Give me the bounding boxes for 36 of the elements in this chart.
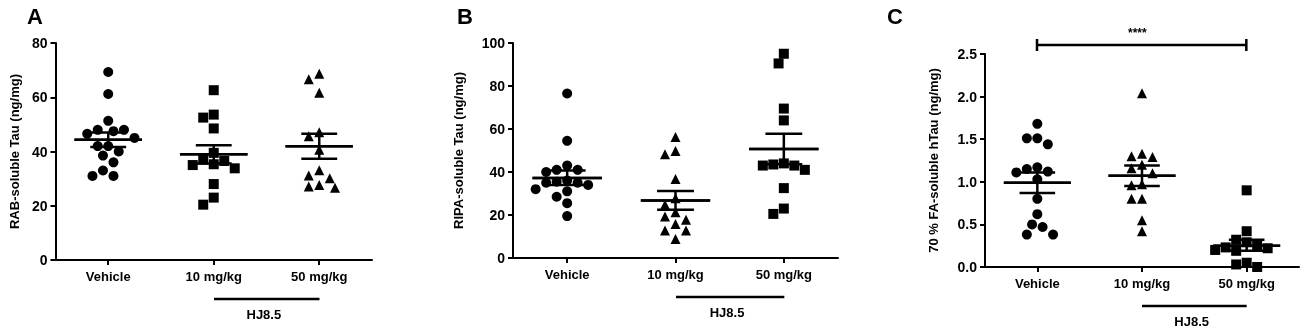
x-tick-label: 10 mg/kg [647,267,704,282]
chart-title: C [887,3,903,29]
y-axis-title: 70 % FA-soluble hTau (ng/mg) [926,68,941,253]
x-tick-label: 10 mg/kg [185,269,242,284]
x-tick-label: Vehicle [85,269,131,284]
y-tick-label: 40 [31,143,48,160]
y-tick-label: 1.5 [957,131,978,148]
chart-title: B [457,3,473,29]
chart-title: A [27,3,43,29]
y-tick-label: 80 [489,78,506,94]
y-axis-title: RAB-soluble Tau (ng/mg) [7,73,22,230]
y-tick-label: 2.5 [957,46,978,62]
y-tick-label: 60 [31,89,48,106]
y-tick-label: 1.0 [957,173,978,190]
text: **** [1128,26,1148,40]
x-tick-label: 10 mg/kg [1113,276,1171,291]
text: HJ8.5 [709,305,745,320]
x-tick-label: 50 mg/kg [291,269,348,284]
y-axis-title: RIPA-soluble Tau (ng/mg) [451,72,466,229]
y-tick-label: 100 [481,35,506,51]
y-tick-label: 0 [39,252,48,268]
y-tick-label: 0.0 [957,259,978,275]
y-tick-label: 40 [489,164,506,180]
y-tick-label: 60 [489,121,506,137]
y-tick-label: 0 [497,250,506,266]
y-tick-label: 20 [31,197,48,214]
y-tick-label: 80 [31,35,48,51]
x-tick-label: 50 mg/kg [1218,276,1275,291]
x-tick-label: Vehicle [1014,276,1060,291]
x-tick-label: 50 mg/kg [755,267,813,282]
y-tick-label: 20 [489,207,506,223]
text: HJ8.5 [1174,314,1210,329]
x-tick-label: Vehicle [544,267,590,282]
text: HJ8.5 [246,307,282,322]
y-tick-label: 2.0 [957,88,978,105]
y-tick-label: 0.5 [957,216,978,233]
